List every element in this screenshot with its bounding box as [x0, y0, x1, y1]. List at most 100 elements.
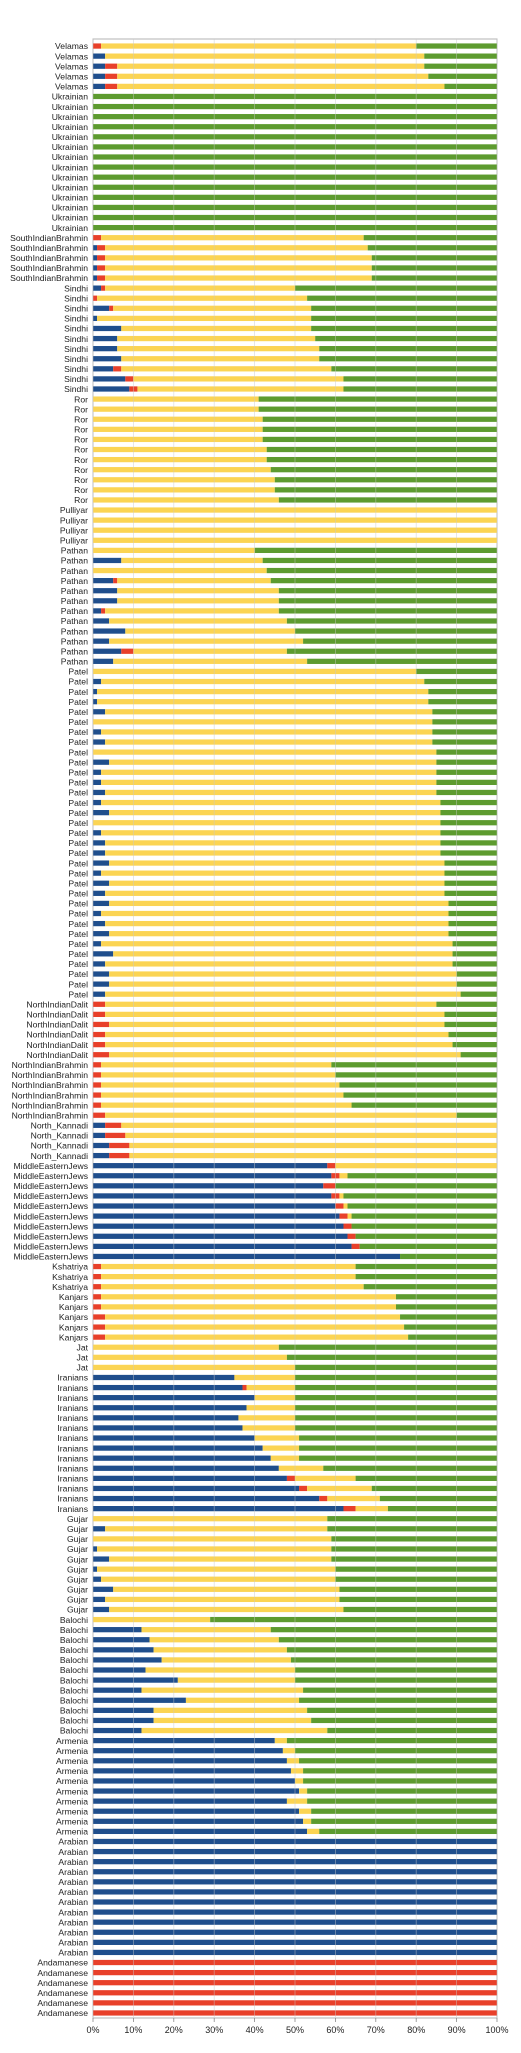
bar-red-segment — [93, 235, 102, 241]
bar-red-segment — [105, 1122, 122, 1128]
category-label: Iranians — [57, 1504, 88, 1514]
bar-blue-segment — [93, 1142, 110, 1149]
category-label: Armenia — [56, 1776, 88, 1786]
bar-blue-segment — [93, 1122, 106, 1128]
bar-yellow-segment — [105, 991, 461, 997]
category-label: Iranians — [57, 1433, 88, 1443]
bar-yellow-segment — [101, 910, 449, 917]
bar-blue-segment — [93, 1798, 287, 1804]
bar-blue-segment — [93, 356, 122, 362]
bar-yellow-segment — [307, 1485, 372, 1492]
bar-yellow-segment — [93, 477, 275, 483]
bar-green-segment — [428, 73, 497, 79]
category-label: Arabian — [58, 1837, 88, 1847]
bar-blue-segment — [93, 830, 102, 836]
bar-red-segment — [97, 245, 106, 251]
bar-green-segment — [262, 436, 497, 443]
bar-green-segment — [351, 1102, 497, 1108]
bar-green-segment — [307, 1707, 497, 1713]
bar-yellow-segment — [117, 335, 316, 342]
category-label: Armenia — [56, 1786, 88, 1796]
bar-blue-segment — [93, 1727, 142, 1734]
bar-green-segment — [295, 1748, 497, 1754]
category-label: Pathan — [61, 586, 88, 596]
bar-green-segment — [307, 658, 497, 664]
bar-green-segment — [278, 1344, 497, 1350]
bar-yellow-segment — [129, 1142, 498, 1149]
bar-green-segment — [436, 749, 497, 755]
bar-blue-segment — [93, 870, 102, 876]
bar-yellow-segment — [93, 497, 279, 503]
bar-yellow-segment — [101, 769, 437, 775]
bar-red-segment — [93, 1092, 102, 1098]
bar-blue-segment — [93, 335, 118, 342]
bar-green-segment — [440, 830, 497, 836]
bar-yellow-segment — [254, 1435, 300, 1441]
bar-green-segment — [299, 1435, 497, 1441]
category-label: Pathan — [61, 657, 88, 667]
bar-yellow-segment — [101, 1092, 344, 1098]
bar-blue-segment — [93, 1667, 146, 1673]
bar-yellow-segment — [109, 1606, 344, 1613]
category-label: Kshatriya — [52, 1282, 88, 1292]
category-label: Patel — [68, 757, 88, 767]
bar-yellow-segment — [177, 1677, 295, 1683]
bar-blue-segment — [93, 1687, 142, 1693]
category-label: NorthIndianBrahmin — [12, 1090, 89, 1100]
category-label: Balochi — [60, 1665, 88, 1675]
category-label: Arabian — [58, 1887, 88, 1897]
category-label: Sindhi — [64, 314, 88, 324]
bar-green-segment — [452, 961, 497, 967]
bar-yellow-segment — [343, 1203, 348, 1209]
category-label: Balochi — [60, 1625, 88, 1635]
bar-yellow-segment — [246, 1405, 295, 1411]
bar-yellow-segment — [109, 618, 287, 624]
category-label: Velamas — [55, 51, 88, 61]
category-label: MiddleEasternJews — [13, 1191, 88, 1201]
bar-yellow-segment — [97, 315, 312, 322]
bar-green-segment — [299, 1697, 497, 1703]
bar-yellow-segment — [299, 1788, 308, 1794]
bar-yellow-segment — [145, 1667, 295, 1673]
category-label: Patel — [68, 969, 88, 979]
category-label: Patel — [68, 868, 88, 878]
category-label: Velamas — [55, 72, 88, 82]
bar-blue-segment — [93, 799, 102, 806]
category-label: Balochi — [60, 1655, 88, 1665]
bar-green-segment — [331, 1062, 497, 1068]
bar-green-segment — [278, 588, 497, 594]
category-label: Patel — [68, 919, 88, 929]
bar-blue-segment — [93, 265, 98, 271]
bar-green-segment — [286, 1647, 497, 1653]
bar-blue-segment — [93, 1415, 239, 1421]
bar-yellow-segment — [105, 1314, 401, 1320]
category-label: Balochi — [60, 1675, 88, 1685]
bar-green-segment — [295, 1364, 497, 1371]
bar-green-segment — [424, 53, 497, 59]
bar-blue-segment — [93, 1233, 348, 1239]
category-label: Arabian — [58, 1907, 88, 1917]
bar-green-segment — [262, 416, 497, 422]
x-tick-label: 70% — [367, 2025, 385, 2035]
bar-blue-segment — [93, 1405, 247, 1411]
bar-green-segment — [327, 1526, 497, 1532]
bar-red-segment — [323, 1183, 336, 1189]
category-label: Ror — [74, 404, 88, 414]
bar-blue-segment — [93, 1374, 235, 1381]
category-label: SouthIndianBrahmin — [10, 253, 88, 263]
bar-green-segment — [278, 1637, 497, 1643]
bar-blue-segment — [93, 63, 106, 69]
category-label: Patel — [68, 677, 88, 687]
bar-green-segment — [278, 598, 497, 604]
bar-yellow-segment — [355, 1506, 388, 1512]
bar-green-segment — [460, 991, 497, 997]
bar-green-segment — [371, 255, 497, 261]
bar-green-segment — [359, 1243, 497, 1249]
bar-blue-segment — [93, 840, 106, 846]
bar-green-segment — [355, 1233, 497, 1239]
bar-green-segment — [371, 275, 497, 281]
bar-blue-segment — [93, 1173, 332, 1179]
bar-yellow-segment — [105, 789, 437, 796]
bar-blue-segment — [93, 588, 118, 594]
bar-blue-segment — [93, 1132, 106, 1139]
